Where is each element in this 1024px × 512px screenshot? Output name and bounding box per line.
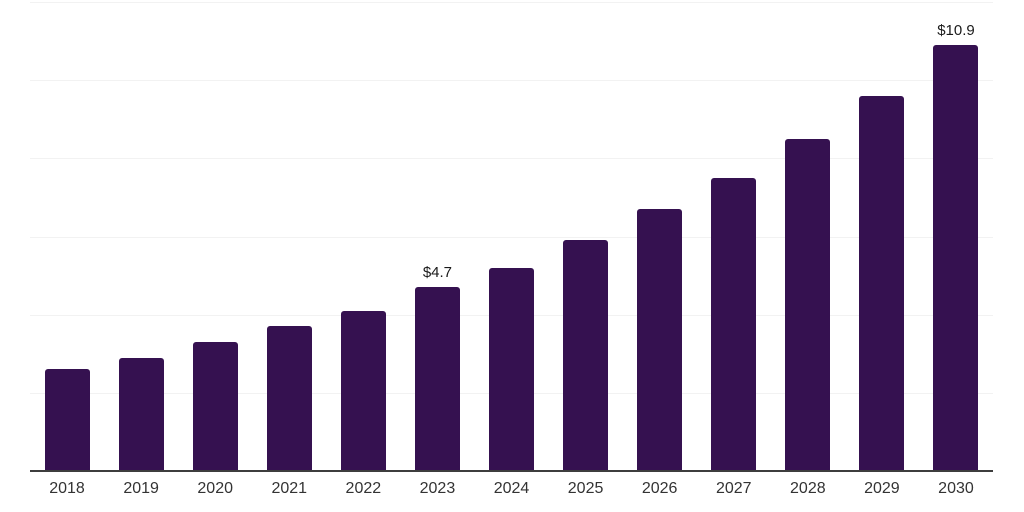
bars: $4.7 $10.9 [30,2,993,471]
bar-column: $4.7 [400,2,474,471]
bar-column [697,2,771,471]
x-axis-label: 2026 [641,480,678,497]
bar-value-label: $4.7 [422,264,453,282]
bar-column [30,2,104,471]
x-axis-label: 2023 [419,480,456,497]
bar-column [104,2,178,471]
bar-column [474,2,548,471]
bar-column [771,2,845,471]
x-axis-label: 2025 [567,480,604,497]
gridline [30,80,993,82]
bar-2019 [118,357,164,471]
x-axis-label: 2030 [938,480,974,497]
x-axis-label: 2020 [197,480,233,497]
gridline [30,158,993,160]
bar-2020 [192,342,238,471]
bar-2022 [340,310,386,471]
x-axis-labels: 2018 2019 2020 2021 2022 2023 2024 2025 2026 2027… [30,481,993,497]
bar-2027 [711,177,757,471]
gridline [30,236,993,238]
x-axis-label: 2024 [493,480,530,497]
x-axis-label: 2019 [123,480,159,497]
bar-column [326,2,400,471]
x-axis-label: 2018 [49,480,85,497]
bar-column [845,2,919,471]
plot-area: $4.7 $10.9 [30,2,993,471]
bar-value-label: $10.9 [937,22,975,39]
x-axis-line [30,470,993,472]
bar-2023 [414,287,460,471]
bar-column [252,2,326,471]
bar-2030 [933,45,979,471]
x-axis-label: 2028 [790,480,826,497]
bar-2018 [44,369,90,471]
bar-2028 [785,138,831,471]
gridline [30,2,993,3]
x-axis-label: 2029 [864,480,900,497]
bar-column [549,2,623,471]
bar-column [178,2,252,471]
x-axis-label: 2022 [345,480,382,497]
bar-column: $10.9 [919,2,993,471]
x-axis-label: 2021 [271,480,308,497]
x-axis-label: 2027 [715,480,752,497]
bar-2026 [637,209,683,471]
bar-column [623,2,697,471]
bar-2021 [266,326,312,471]
bar-2024 [489,267,534,471]
bar-2029 [859,95,905,471]
bar-2025 [563,240,609,471]
